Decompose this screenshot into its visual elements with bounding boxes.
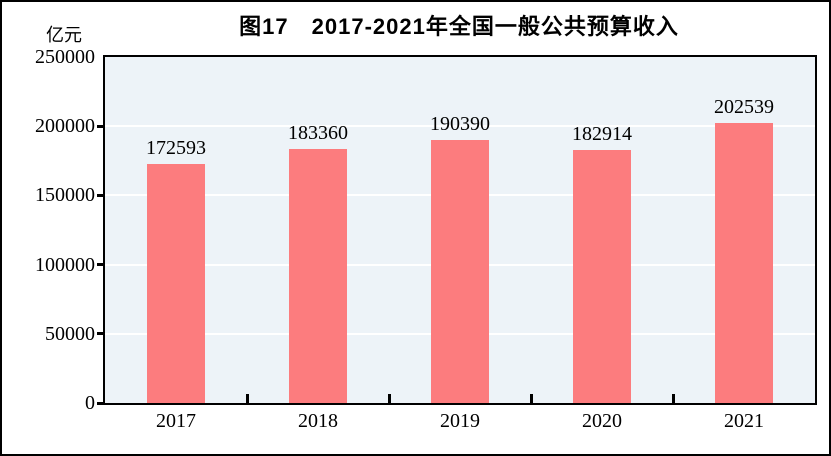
y-tick-label-0: 0 [85, 392, 95, 414]
bar-2019 [431, 140, 489, 403]
bar-value-label-2017: 172593 [146, 137, 206, 159]
bar-value-label-2019: 190390 [430, 113, 490, 135]
y-axis-tick [97, 401, 105, 405]
y-axis-tick [97, 332, 105, 336]
bar-2018 [289, 149, 347, 403]
chart-title: 图17 2017-2021年全国一般公共预算收入 [239, 14, 679, 39]
y-axis: 0 50000 100000 150000 200000 250000 [2, 46, 95, 414]
x-category-label-2021: 2021 [724, 410, 764, 432]
bar-value-label-2020: 182914 [572, 123, 632, 145]
x-axis-tick [387, 394, 391, 403]
y-tick-label-100000: 100000 [35, 253, 95, 276]
y-tick-label-200000: 200000 [35, 115, 95, 138]
x-category-label-2018: 2018 [298, 410, 338, 432]
x-category-label-2020: 2020 [582, 410, 622, 432]
x-axis: 2017 2018 2019 2020 2021 [105, 408, 815, 436]
y-tick-label-250000: 250000 [35, 46, 95, 68]
x-category-label-2019: 2019 [440, 410, 480, 432]
y-axis-unit-label: 亿元 [46, 25, 82, 45]
y-axis-tick [97, 263, 105, 267]
x-axis-tick [245, 394, 249, 403]
gridline-200000 [105, 125, 815, 128]
bar-2017 [147, 164, 205, 403]
y-axis-tick [97, 124, 105, 128]
plot-area: 172593 183360 190390 182914 202539 [103, 55, 817, 405]
bar-value-label-2018: 183360 [288, 122, 348, 144]
y-tick-label-50000: 50000 [45, 322, 95, 345]
x-axis-tick [671, 394, 675, 403]
x-axis-tick [529, 394, 533, 403]
bar-2020 [573, 150, 631, 403]
y-tick-label-150000: 150000 [35, 184, 95, 207]
x-category-label-2017: 2017 [156, 410, 196, 432]
bar-value-label-2021: 202539 [714, 96, 774, 118]
bar-2021 [715, 123, 773, 403]
y-axis-tick [97, 193, 105, 197]
